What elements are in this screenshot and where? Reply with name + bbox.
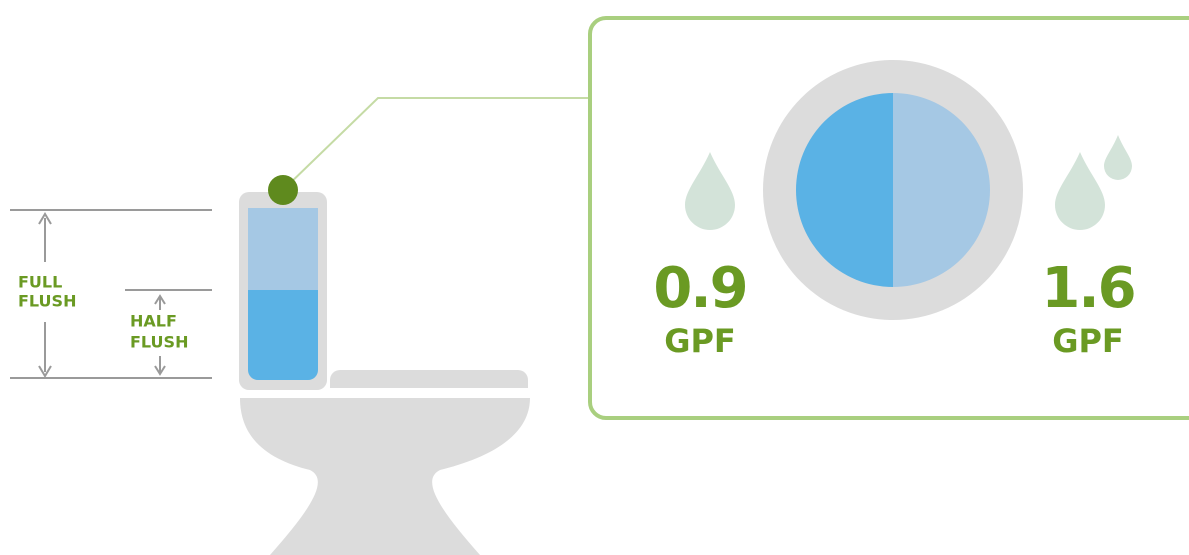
label-line: HALF — [130, 312, 177, 331]
label-line: FULL — [18, 273, 62, 292]
label-line: FLUSH — [130, 333, 188, 352]
flush-button — [763, 60, 1023, 320]
flow-value: 0.9 — [653, 256, 746, 321]
flow-unit: GPF — [1052, 322, 1124, 360]
flow-unit: GPF — [664, 322, 736, 360]
flow-value: 1.6 — [1041, 256, 1134, 321]
connector — [283, 98, 590, 190]
flush-diagram: FULL FLUSH HALF FLUSH 0.9 GPF 1.6 GPF — [0, 0, 1189, 555]
label-line: FLUSH — [18, 292, 76, 311]
button-dot — [268, 175, 298, 205]
toilet — [239, 192, 530, 555]
